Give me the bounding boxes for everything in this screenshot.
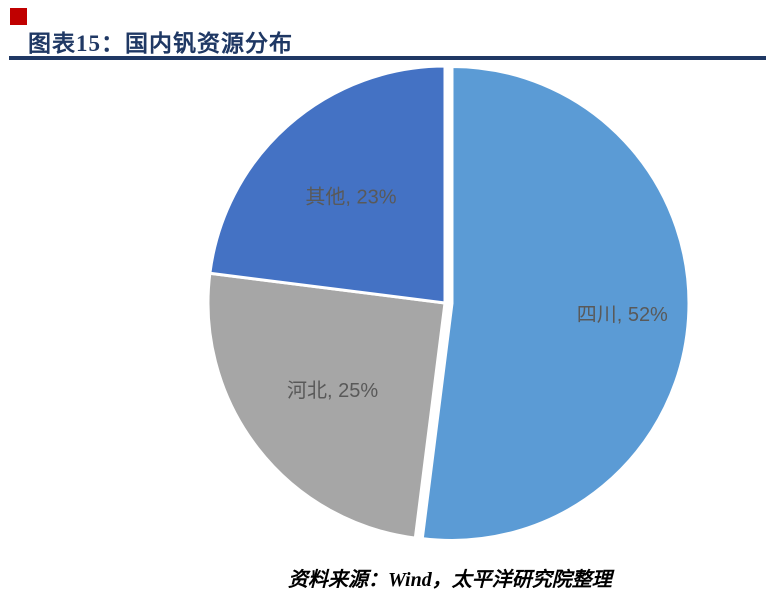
pie-data-label: 四川, 52%: [577, 304, 668, 326]
pie-chart: 四川, 52% 河北, 25% 其他, 23%: [0, 60, 774, 552]
source-note: 资料来源：Wind，太平洋研究院整理: [288, 569, 612, 591]
pie-data-label: 其他, 23%: [305, 185, 396, 208]
figure-title: 图表15：国内钒资源分布: [28, 31, 293, 56]
pie-data-label: 河北, 25%: [287, 379, 378, 402]
pie-slice-其他: [208, 64, 447, 305]
header-underline: [9, 56, 766, 60]
pie-slice-河北: [206, 271, 447, 540]
pie-chart-svg: 四川, 52% 河北, 25% 其他, 23%: [206, 64, 691, 542]
red-square-marker: [10, 8, 27, 25]
figure-header: 图表15：国内钒资源分布: [0, 0, 774, 56]
pie-slice-四川: [420, 64, 691, 542]
